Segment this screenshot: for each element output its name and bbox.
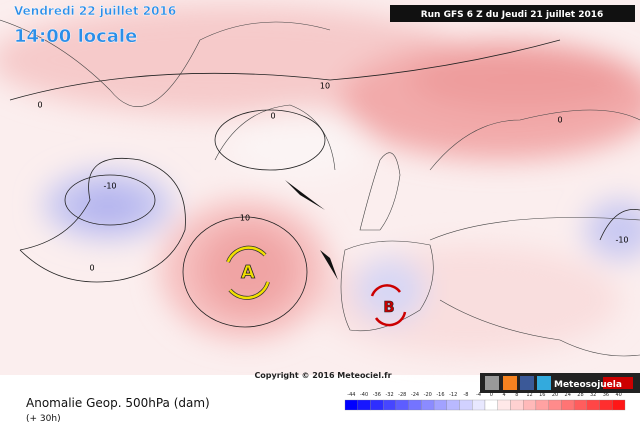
colorbar-label: 0 (490, 392, 493, 398)
colorbar-label: 24 (565, 392, 571, 398)
contour-label: 0 (89, 264, 94, 273)
colorbar-label: 8 (515, 392, 518, 398)
colorbar-swatch (433, 399, 447, 411)
colorbar-swatch (357, 399, 371, 411)
center-label: B (383, 298, 394, 316)
colorbar-swatch (612, 399, 626, 411)
footer-lead: (+ 30h) (26, 414, 61, 424)
colorbar-label: 36 (603, 392, 609, 398)
colorbar-swatch (446, 399, 460, 411)
colorbar-swatch (408, 399, 422, 411)
run-text: Run GFS 6 Z du Jeudi 21 juillet 2016 (421, 10, 604, 20)
colorbar-swatch (459, 399, 473, 411)
colorbar-swatch (472, 399, 486, 411)
contour-label: 10 (240, 214, 250, 223)
colorbar: -44 -40 -36 -32 -28 -24 -20 -16 -12 -8 -4 0 4 8 12 16 20… (344, 392, 626, 411)
contour-label: 0 (270, 112, 275, 121)
copyright: Copyright © 2016 Meteociel.fr (254, 371, 391, 380)
colorbar-label: 20 (552, 392, 558, 398)
contour-label: 0 (37, 101, 42, 110)
colorbar-swatch (535, 399, 549, 411)
run-banner (390, 5, 635, 22)
low-center: B (370, 284, 407, 327)
footer-title: Anomalie Geop. 500hPa (dam) (26, 396, 210, 410)
colorbar-swatch (395, 399, 409, 411)
colorbar-swatch (586, 399, 600, 411)
colorbar-swatch (548, 399, 562, 411)
colorbar-label: -36 (373, 392, 381, 398)
colorbar-label: -40 (360, 392, 368, 398)
social-icons (485, 376, 633, 390)
contour-label: -10 (103, 182, 116, 191)
colorbar-swatch (561, 399, 575, 411)
colorbar-swatch (510, 399, 524, 411)
colorbar-swatch (484, 399, 498, 411)
colorbar-label: -4 (476, 392, 481, 398)
colorbar-swatch (421, 399, 435, 411)
coastlines (0, 19, 640, 357)
colorbar-label: -12 (449, 392, 457, 398)
colorbar-swatch (523, 399, 537, 411)
colorbar-label: 16 (539, 392, 545, 398)
high-center: A (226, 245, 270, 300)
colorbar-label: -44 (347, 392, 355, 398)
center-label: A (241, 262, 255, 283)
colorbar-label: -24 (411, 392, 419, 398)
colorbar-label: -28 (398, 392, 406, 398)
contours (9, 39, 640, 328)
colorbar-label: -8 (463, 392, 468, 398)
time: 14:00 locale (14, 26, 137, 47)
wind-arrows (285, 180, 338, 280)
colorbar-label: 28 (577, 392, 583, 398)
contour-label: 0 (557, 116, 562, 125)
colorbar-label: 40 (615, 392, 621, 398)
colorbar-label: 4 (502, 392, 505, 398)
colorbar-label: 12 (526, 392, 532, 398)
colorbar-swatch (573, 399, 587, 411)
colorbar-label: -20 (424, 392, 432, 398)
date: Vendredi 22 juillet 2016 (14, 4, 176, 18)
colorbar-swatch (383, 399, 397, 411)
colorbar-swatch (344, 399, 358, 411)
colorbar-label: -16 (436, 392, 444, 398)
contour-label: 10 (320, 82, 330, 91)
colorbar-swatch (370, 399, 384, 411)
contour-label: -10 (615, 236, 628, 245)
colorbar-label: 32 (590, 392, 596, 398)
brand: Meteosojuela (554, 380, 622, 390)
colorbar-swatch (497, 399, 511, 411)
colorbar-label: -32 (385, 392, 393, 398)
colorbar-swatch (599, 399, 613, 411)
